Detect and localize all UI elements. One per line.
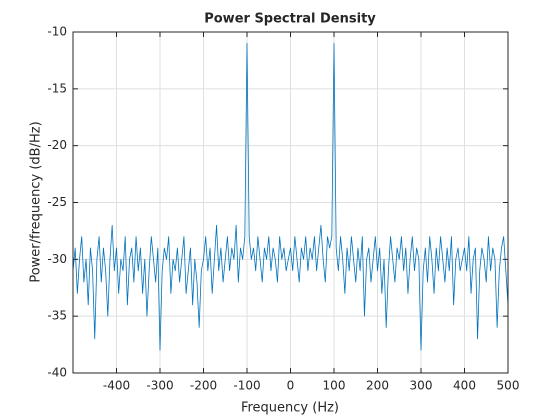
- y-axis-label: Power/frequency (dB/Hz): [29, 121, 44, 282]
- x-tick-label: 200: [366, 379, 389, 393]
- y-tick-label: -35: [47, 309, 67, 323]
- x-tick-label: -400: [103, 379, 130, 393]
- x-tick-label: 500: [497, 379, 520, 393]
- x-tick-label: -100: [233, 379, 260, 393]
- y-tick-label: -15: [47, 81, 67, 95]
- y-tick-label: -40: [47, 366, 67, 380]
- plot: [72, 42, 509, 351]
- x-tick-label: 300: [410, 379, 433, 393]
- x-axis-label: Frequency (Hz): [241, 401, 339, 416]
- y-tick-label: -25: [47, 195, 67, 209]
- data-line: [72, 42, 509, 351]
- y-tick-label: -10: [47, 25, 67, 39]
- y-tick-label: -30: [47, 252, 67, 266]
- x-tick-label: -300: [146, 379, 173, 393]
- y-tick-label: -20: [47, 138, 67, 152]
- x-tick-label: 100: [323, 379, 346, 393]
- x-tick-label: -200: [190, 379, 217, 393]
- chart-title: Power Spectral Density: [204, 12, 376, 27]
- x-tick-label: 400: [453, 379, 476, 393]
- x-tick-label: 0: [287, 379, 295, 393]
